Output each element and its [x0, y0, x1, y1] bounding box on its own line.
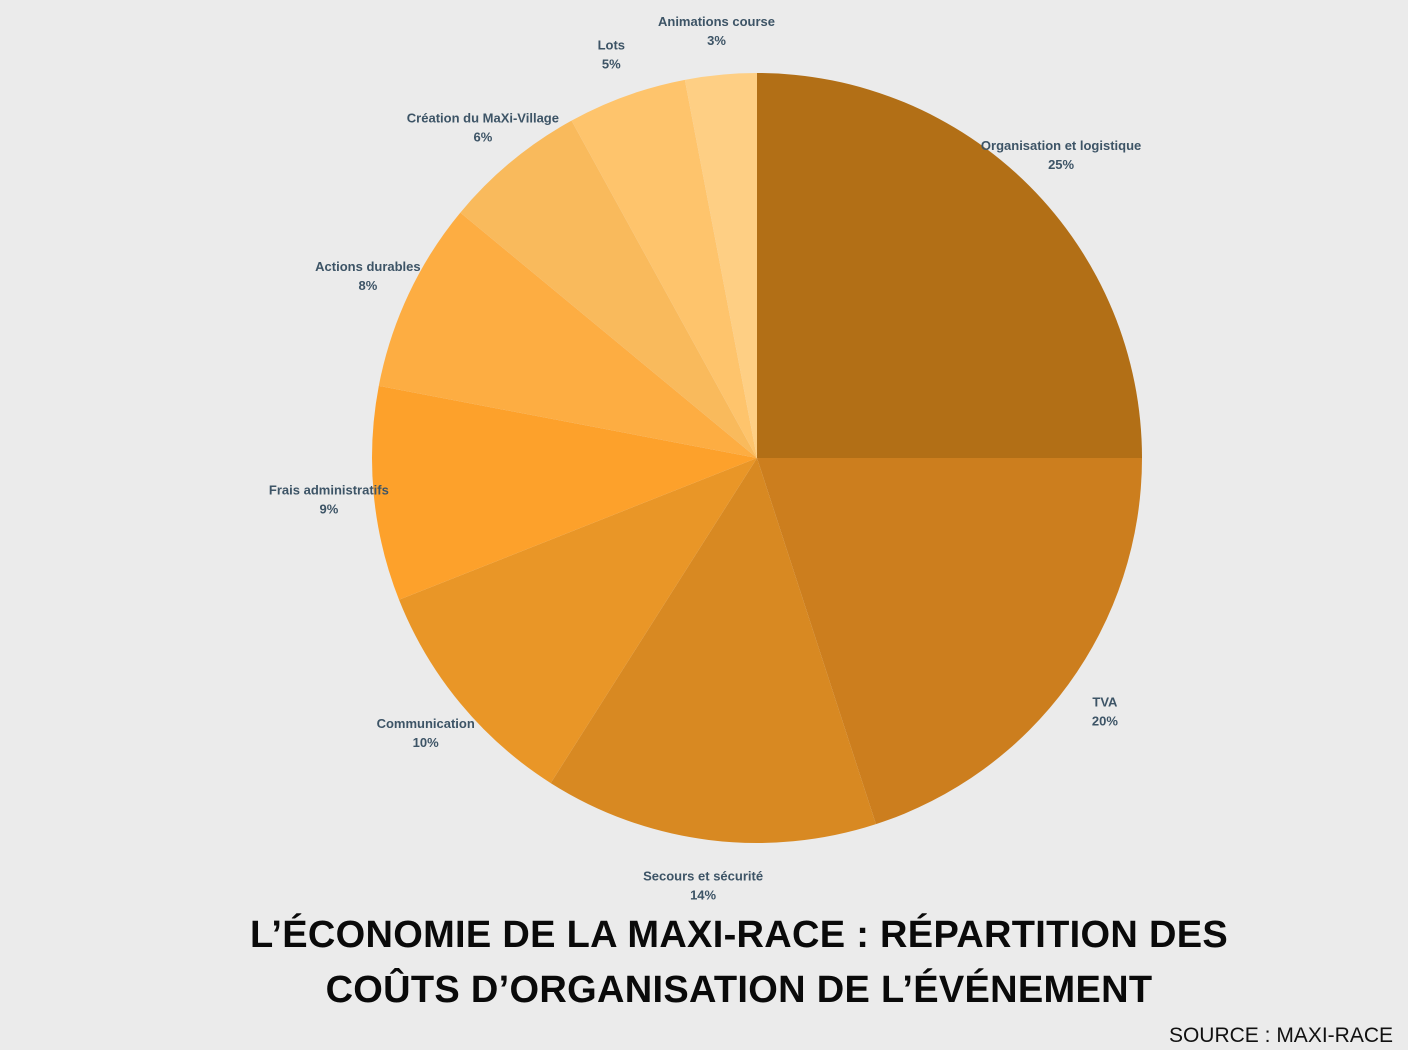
slice-label-name: Communication [377, 716, 475, 731]
slice-label-creation-du-maxi-village: Création du MaXi-Village 6% [407, 111, 559, 145]
slice-label-name: Organisation et logistique [981, 138, 1141, 153]
source-note: SOURCE : MAXI-RACE [1168, 1024, 1393, 1047]
slice-label-tva: TVA 20% [1092, 695, 1118, 729]
pie-slices [372, 73, 1142, 844]
slice-label-value: 10% [413, 735, 439, 750]
slice-label-value: 20% [1092, 714, 1118, 729]
slice-label-animations-course: Animations course 3% [658, 14, 775, 48]
slice-label-value: 9% [320, 502, 339, 517]
slice-label-value: 3% [707, 33, 726, 48]
slice-label-name: Animations course [658, 14, 775, 29]
slice-label-value: 5% [602, 56, 621, 71]
slice-label-name: Création du MaXi-Village [407, 111, 559, 126]
slice-label-value: 14% [690, 888, 716, 903]
pie-slice-secours-et-securite [550, 458, 876, 844]
slice-label-frais-administratifs: Frais administratifs 9% [269, 483, 389, 517]
slice-label-lots: Lots 5% [598, 37, 625, 71]
chart-title-line-2: COÛTS D’ORGANISATION DE L’ÉVÉNEMENT [325, 969, 1153, 1011]
slice-label-value: 8% [359, 278, 378, 293]
slice-label-name: Secours et sécurité [643, 869, 763, 884]
slice-label-value: 25% [1048, 157, 1074, 172]
pie-slice-communication [399, 458, 757, 784]
pie-slice-organisation-et-logistique [757, 73, 1142, 458]
pie-labels: Organisation et logistique 25% TVA 20% Secou… [269, 14, 1141, 903]
pie-slice-tva [757, 458, 1142, 825]
slice-label-name: TVA [1092, 695, 1118, 710]
slice-label-communication: Communication 10% [377, 716, 475, 750]
chart-title: L’ÉCONOMIE DE LA MAXI-RACE : RÉPARTITION… [0, 908, 1408, 1018]
pie-slice-frais-administratifs [372, 385, 757, 600]
slice-label-name: Actions durables [315, 259, 420, 274]
pie-slice-animations-course [684, 73, 757, 458]
chart-title-line-1: L’ÉCONOMIE DE LA MAXI-RACE : RÉPARTITION… [249, 914, 1228, 956]
slice-label-actions-durables: Actions durables 8% [315, 259, 420, 293]
slice-label-name: Lots [598, 37, 625, 52]
pie-slice-creation-du-maxi-village [460, 120, 757, 459]
slice-label-secours-et-securite: Secours et sécurité 14% [643, 869, 763, 903]
slice-label-value: 6% [474, 130, 493, 145]
pie-slice-actions-durables [378, 212, 757, 458]
slice-label-organisation-et-logistique: Organisation et logistique 25% [981, 138, 1141, 172]
pie-slice-lots [571, 79, 757, 458]
slice-label-name: Frais administratifs [269, 483, 389, 498]
